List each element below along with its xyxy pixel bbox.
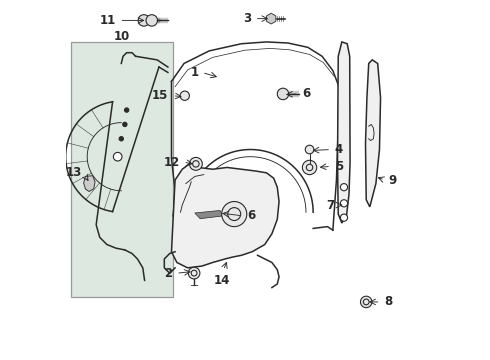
Circle shape bbox=[221, 202, 247, 226]
Text: 12: 12 bbox=[164, 156, 180, 168]
Polygon shape bbox=[172, 164, 279, 268]
Text: 2: 2 bbox=[165, 267, 172, 280]
Text: 9: 9 bbox=[389, 174, 397, 186]
Text: 13: 13 bbox=[66, 166, 82, 179]
Circle shape bbox=[341, 184, 347, 191]
Polygon shape bbox=[366, 60, 381, 207]
Text: 14: 14 bbox=[214, 274, 230, 287]
Circle shape bbox=[341, 214, 347, 221]
Circle shape bbox=[361, 296, 372, 308]
Text: 5: 5 bbox=[335, 160, 343, 173]
Text: 1: 1 bbox=[190, 66, 198, 79]
Polygon shape bbox=[84, 176, 95, 192]
Polygon shape bbox=[267, 13, 276, 24]
Circle shape bbox=[277, 88, 289, 100]
Text: 4: 4 bbox=[335, 143, 343, 156]
Text: 6: 6 bbox=[247, 210, 255, 222]
Circle shape bbox=[190, 157, 202, 170]
Polygon shape bbox=[195, 211, 223, 219]
Text: 3: 3 bbox=[243, 12, 251, 25]
Circle shape bbox=[124, 108, 129, 112]
Text: 8: 8 bbox=[384, 296, 392, 309]
Circle shape bbox=[113, 152, 122, 161]
Circle shape bbox=[302, 160, 317, 175]
Text: 10: 10 bbox=[114, 30, 130, 43]
Circle shape bbox=[138, 15, 149, 26]
Text: 7: 7 bbox=[326, 199, 335, 212]
Text: 15: 15 bbox=[152, 89, 168, 102]
Circle shape bbox=[122, 122, 127, 127]
Circle shape bbox=[188, 267, 200, 279]
Circle shape bbox=[146, 15, 157, 26]
Circle shape bbox=[180, 91, 190, 100]
Circle shape bbox=[341, 200, 347, 207]
Circle shape bbox=[305, 145, 314, 154]
Text: 11: 11 bbox=[99, 14, 116, 27]
Circle shape bbox=[119, 136, 123, 141]
Polygon shape bbox=[338, 42, 350, 223]
FancyBboxPatch shape bbox=[71, 42, 173, 297]
Text: 6: 6 bbox=[302, 87, 311, 100]
